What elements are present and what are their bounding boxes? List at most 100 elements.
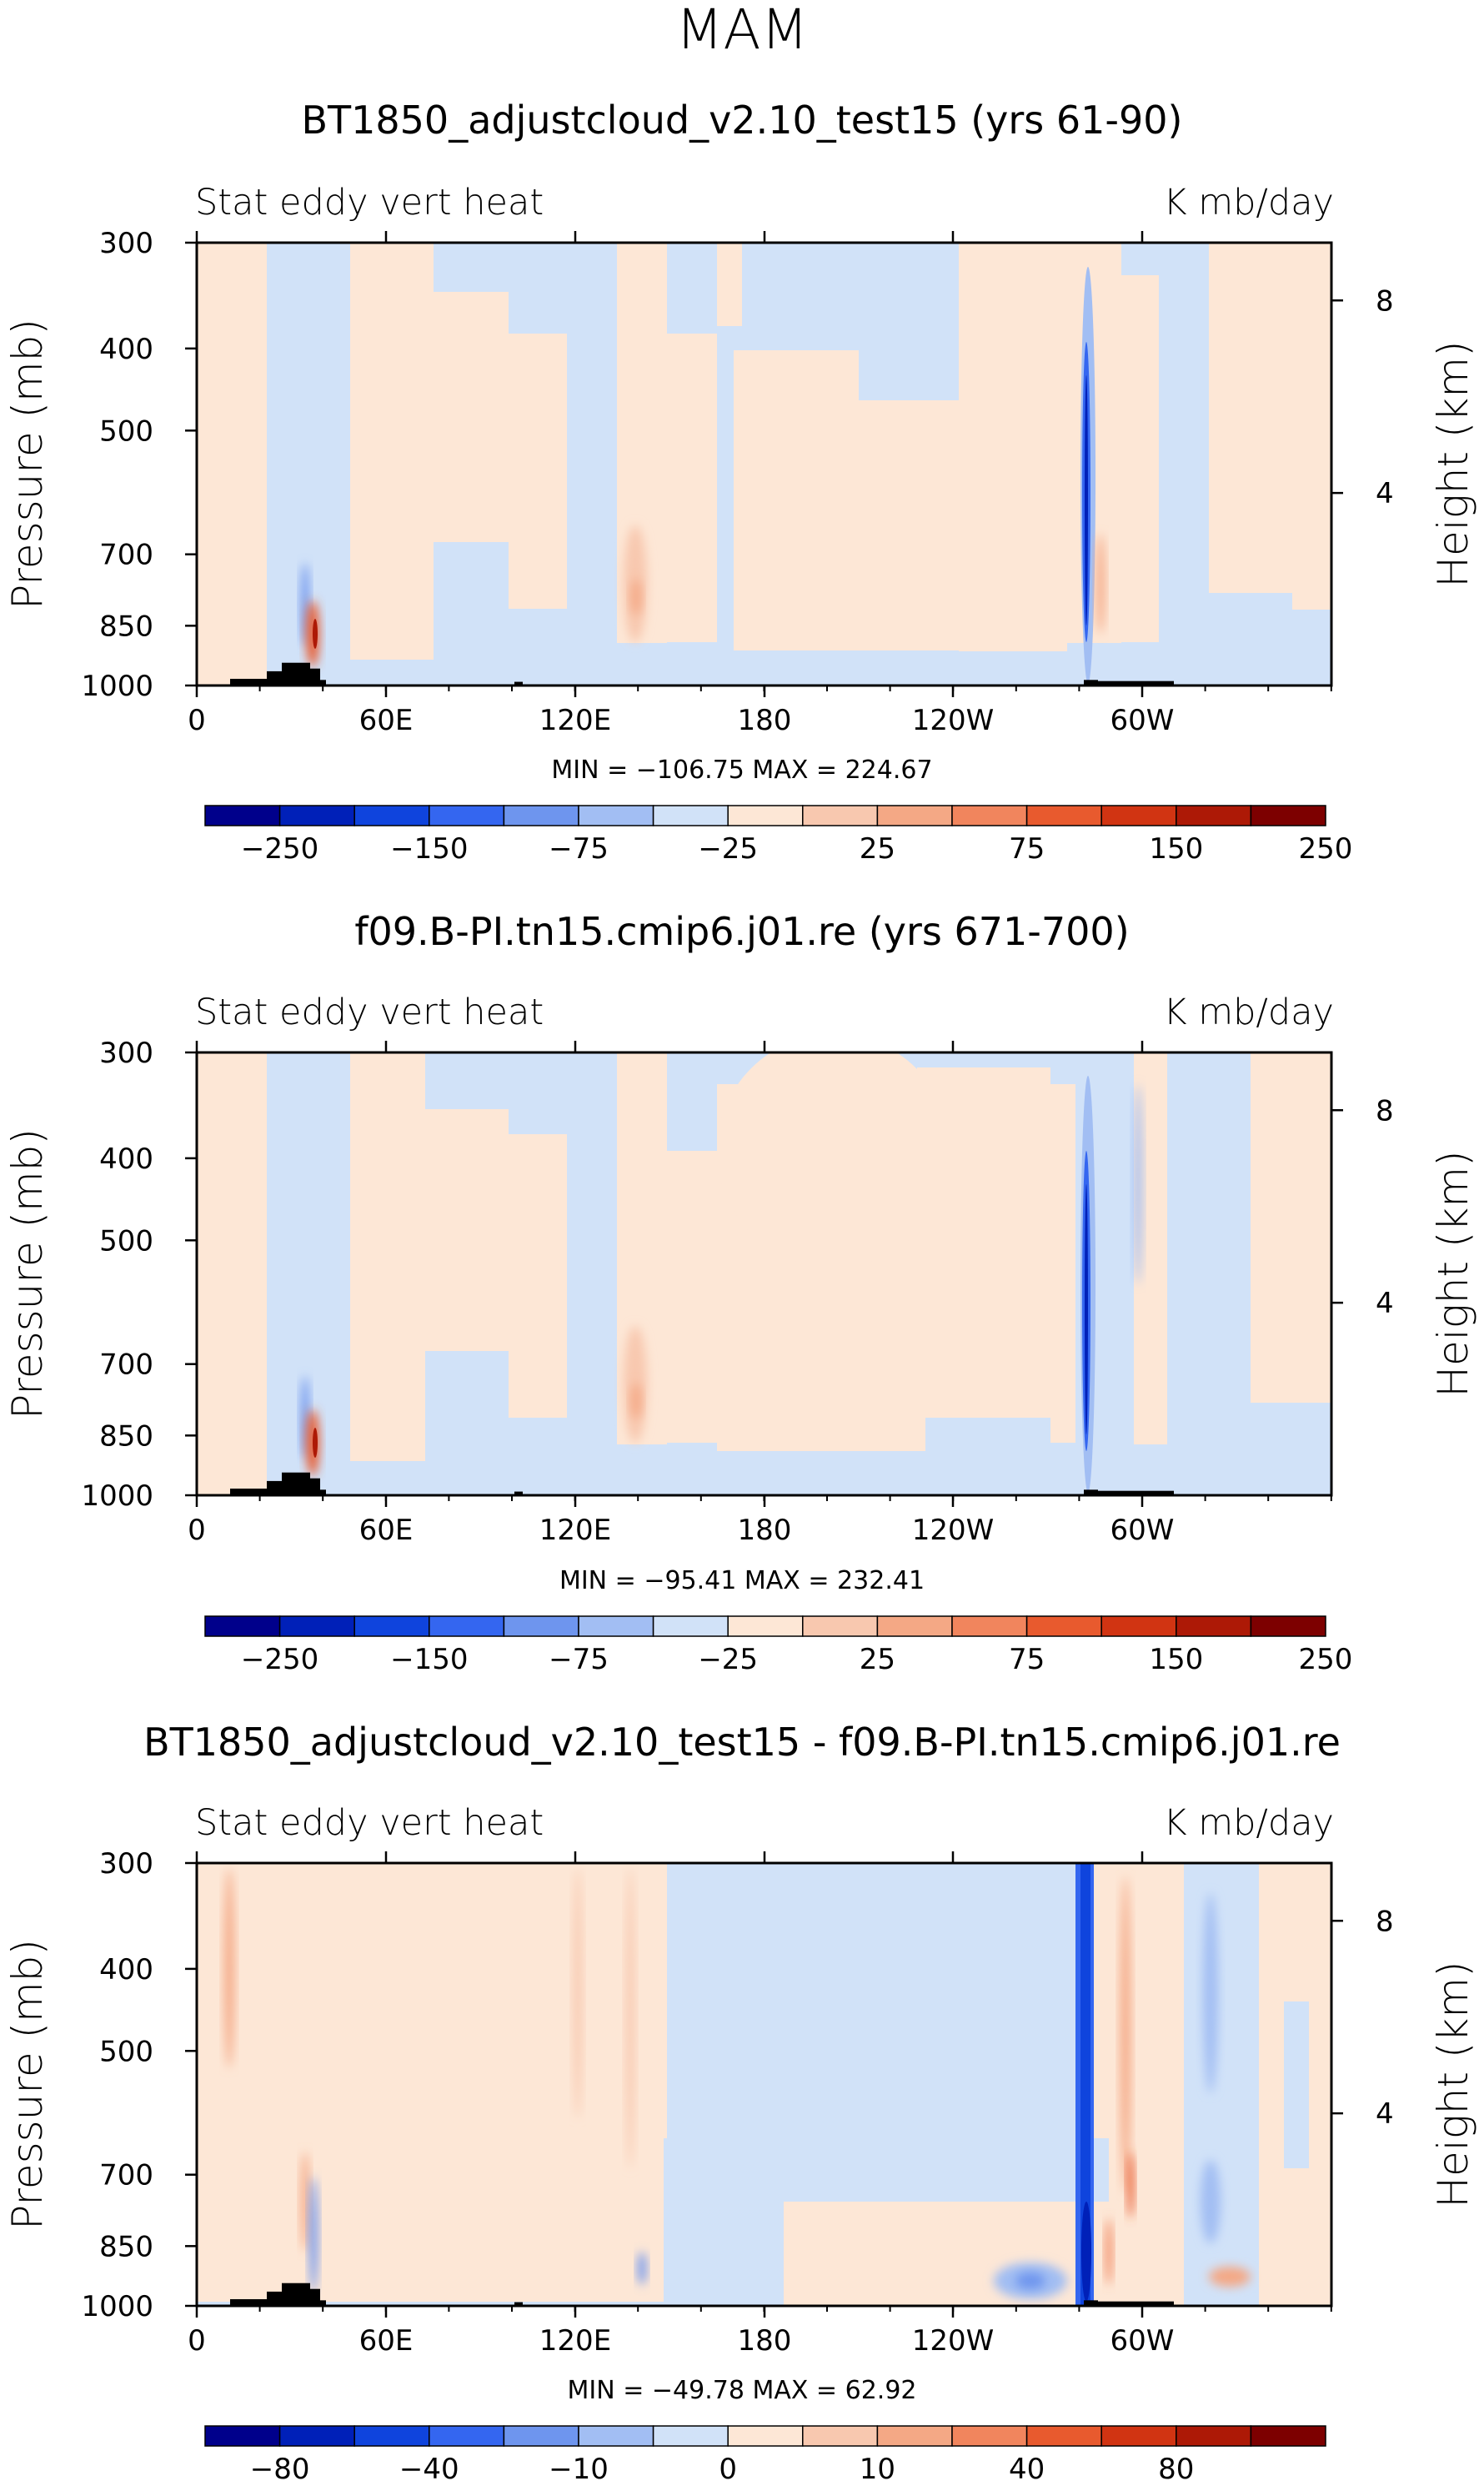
contour-region (313, 1428, 318, 1458)
contour-region (959, 243, 1067, 651)
terrain-mask (230, 2298, 267, 2306)
colorbar-swatch (578, 2425, 654, 2447)
colorbar-swatch (278, 2425, 355, 2447)
colorbar-swatch (727, 2425, 804, 2447)
y-tick-label: 700 (99, 539, 153, 572)
terrain-mask (282, 1472, 310, 1495)
min-max-stats: MIN = −95.41 MAX = 232.41 (559, 1566, 925, 1595)
contour-region (197, 2135, 664, 2302)
colorbar-swatch (876, 2425, 953, 2447)
colorbar-label: −250 (241, 832, 318, 866)
contour-region (574, 1868, 582, 2118)
colorbar-swatch (429, 805, 505, 826)
colorbar-swatch (951, 2425, 1028, 2447)
colorbar-label: −25 (698, 1643, 758, 1676)
x-tick-label: 180 (738, 2324, 792, 2358)
colorbar-swatch (1025, 805, 1102, 826)
colorbar-swatch (1176, 1615, 1252, 1637)
units-label: K mb/day (1163, 1802, 1334, 1844)
contour-field (197, 243, 1331, 686)
contour-region (350, 243, 434, 660)
contour-region (667, 1151, 717, 1443)
contour-region (734, 350, 859, 650)
x-tick-label: 120W (912, 2324, 995, 2358)
colorbar-swatch (1250, 2425, 1326, 2447)
colorbar-swatch (1250, 805, 1326, 826)
contour-region (1209, 2267, 1251, 2287)
contour-region (1085, 375, 1088, 625)
colorbar-swatch (951, 805, 1028, 826)
x-tick-label: 60W (1110, 1514, 1175, 1547)
contour-region (309, 2177, 318, 2293)
x-tick-label: 0 (188, 2324, 206, 2358)
contour-region (1203, 1893, 1218, 2093)
colorbar-swatch (429, 2425, 505, 2447)
terrain-mask (320, 2300, 326, 2306)
figure-title: MAM (675, 0, 808, 62)
x-tick-label: 120E (539, 704, 611, 737)
colorbar-swatch (802, 2425, 879, 2447)
colorbar-label: −150 (390, 832, 468, 866)
colorbar-label: −150 (390, 1643, 468, 1676)
x-tick-label: 60E (359, 704, 414, 737)
colorbar-label: 80 (1158, 2453, 1194, 2481)
colorbar-swatch (1176, 2425, 1252, 2447)
contour-region (1234, 1863, 1259, 2305)
terrain-mask (267, 1480, 282, 1495)
panel-title: BT1850_adjustcloud_v2.10_test15 - f09.B-… (143, 1720, 1341, 1765)
colorbar-swatch (503, 2425, 579, 2447)
colorbar-label: 150 (1149, 1643, 1203, 1676)
colorbar-swatch (353, 805, 430, 826)
terrain-mask (514, 1491, 523, 1495)
x-tick-label: 120E (539, 2324, 611, 2358)
contour-region (850, 400, 959, 650)
terrain-mask (1098, 681, 1174, 686)
contour-field (197, 1052, 1331, 1495)
units-label: K mb/day (1163, 182, 1334, 223)
y-tick-label: 500 (99, 414, 153, 448)
contour-region (784, 2202, 1117, 2306)
contour-region (631, 579, 641, 615)
contour-region (1080, 1863, 1090, 2306)
contour-region (1121, 275, 1159, 642)
colorbar-label: 75 (1009, 1643, 1045, 1676)
colorbar-swatch (1250, 1615, 1326, 1637)
colorbar-label: 40 (1009, 2453, 1045, 2481)
terrain-mask (310, 2288, 320, 2306)
y-tick-label: 500 (99, 1224, 153, 1258)
terrain-mask (1098, 2301, 1174, 2306)
colorbar-swatch (204, 2425, 281, 2447)
x-tick-label: 120W (912, 1514, 995, 1547)
colorbar-swatch (1025, 2425, 1102, 2447)
contour-region (1127, 2152, 1134, 2218)
colorbar-swatch (1100, 805, 1177, 826)
contour-region (626, 1868, 634, 2168)
contour-region (197, 243, 267, 686)
y-tick-label: 850 (99, 610, 153, 643)
contour-region (301, 2152, 309, 2252)
contour-region (1105, 2218, 1112, 2285)
panels: BT1850_adjustcloud_v2.10_test15 (yrs 61-… (3, 98, 1477, 2481)
panel-1: BT1850_adjustcloud_v2.10_test15 (yrs 61-… (3, 98, 1477, 866)
colorbar-label: 250 (1299, 1643, 1353, 1676)
contour-region (1085, 1184, 1088, 1434)
panel-title: f09.B-PI.tn15.cmip6.j01.re (yrs 671-700) (354, 909, 1129, 954)
y-axis-label: Pressure (mb) (3, 1128, 52, 1419)
colorbar-label: −75 (549, 832, 609, 866)
contour-region (917, 1067, 1050, 1418)
colorbar-swatch (278, 805, 355, 826)
y-tick-label: 700 (99, 1348, 153, 1382)
y-tick-label: 1000 (81, 1479, 153, 1513)
terrain-mask (282, 2283, 310, 2306)
colorbar-label: 75 (1009, 832, 1045, 866)
terrain-mask (282, 662, 310, 686)
contour-region (1251, 1052, 1331, 1403)
terrain-mask (310, 668, 320, 686)
y-tick-label: 400 (99, 1143, 153, 1176)
colorbar-swatch (876, 1615, 953, 1637)
colorbar-label: 250 (1299, 832, 1353, 866)
y-right-tick-label: 4 (1376, 477, 1394, 510)
min-max-stats: MIN = −106.75 MAX = 224.67 (551, 756, 932, 785)
y-right-tick-label: 4 (1376, 1287, 1394, 1320)
